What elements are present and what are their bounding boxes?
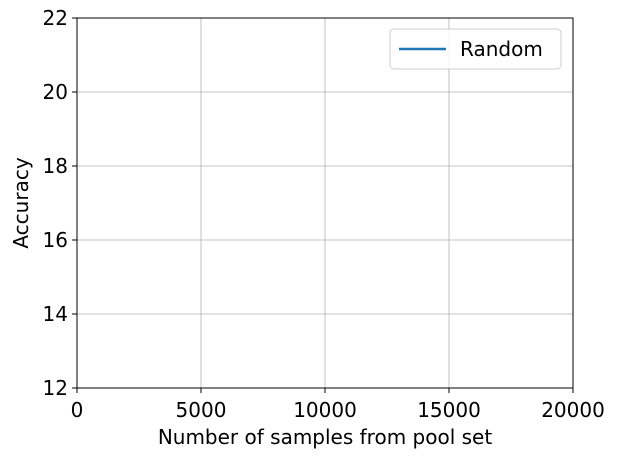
legend-box (389, 28, 562, 70)
legend-label: Random (460, 37, 543, 61)
x-tick-label: 5000 (176, 398, 227, 422)
y-tick-label: 18 (43, 154, 68, 178)
x-tick-label: 10000 (293, 398, 357, 422)
y-tick-label: 20 (43, 80, 68, 104)
grid (76, 17, 574, 389)
legend: Random (389, 28, 562, 70)
x-tick-label: 0 (71, 398, 84, 422)
y-tick-label: 14 (43, 302, 68, 326)
y-axis-title: Accuracy (9, 157, 33, 248)
y-axis-ticks: 12 14 16 18 20 22 (43, 6, 77, 400)
x-axis-title: Number of samples from pool set (158, 425, 493, 449)
y-tick-label: 16 (43, 228, 68, 252)
x-tick-label: 15000 (417, 398, 481, 422)
x-axis-ticks: 0 5000 10000 15000 20000 (71, 388, 605, 422)
y-tick-label: 12 (43, 376, 68, 400)
x-tick-label: 20000 (541, 398, 605, 422)
y-tick-label: 22 (43, 6, 68, 30)
